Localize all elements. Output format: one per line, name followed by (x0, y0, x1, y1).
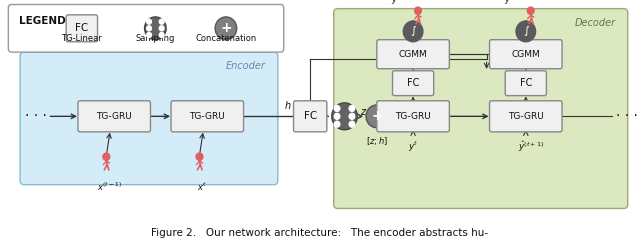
Circle shape (159, 33, 164, 37)
FancyBboxPatch shape (8, 5, 284, 52)
FancyBboxPatch shape (377, 40, 449, 69)
Circle shape (349, 121, 355, 127)
Circle shape (332, 103, 357, 130)
Text: FC: FC (76, 23, 88, 33)
Text: $\hat{y}^{(t+2)}$: $\hat{y}^{(t+2)}$ (504, 0, 528, 7)
Text: z: z (360, 107, 365, 117)
FancyBboxPatch shape (20, 52, 278, 185)
Text: h: h (284, 101, 291, 111)
FancyBboxPatch shape (66, 15, 97, 42)
FancyBboxPatch shape (294, 101, 327, 132)
FancyBboxPatch shape (490, 101, 562, 132)
Text: +: + (220, 21, 232, 35)
FancyBboxPatch shape (377, 101, 449, 132)
Circle shape (147, 33, 152, 37)
Text: FC: FC (407, 78, 419, 88)
Circle shape (349, 105, 355, 111)
Circle shape (403, 21, 423, 42)
Circle shape (159, 19, 164, 24)
Circle shape (159, 26, 164, 31)
Text: ∫: ∫ (410, 26, 416, 36)
Text: Concatenation: Concatenation (195, 34, 257, 43)
Circle shape (196, 153, 203, 160)
Text: · · ·: · · · (616, 109, 638, 123)
Circle shape (147, 19, 152, 24)
Text: ∫: ∫ (523, 26, 529, 36)
Text: TG-Linear: TG-Linear (61, 34, 102, 43)
Text: · · ·: · · · (25, 109, 47, 123)
Text: $x^{t}$: $x^{t}$ (197, 181, 207, 193)
FancyBboxPatch shape (171, 101, 244, 132)
Text: Decoder: Decoder (575, 18, 616, 28)
Circle shape (215, 17, 237, 40)
Text: $p(z \mid x)$: $p(z \mid x)$ (382, 43, 415, 56)
FancyBboxPatch shape (392, 71, 434, 95)
Text: +: + (371, 109, 383, 123)
Circle shape (334, 121, 340, 127)
Text: CGMM: CGMM (399, 50, 428, 59)
Circle shape (366, 105, 388, 128)
Text: $x^{(t-1)}$: $x^{(t-1)}$ (97, 181, 122, 193)
Text: FC: FC (520, 78, 532, 88)
Text: TG-GRU: TG-GRU (396, 112, 431, 121)
Circle shape (516, 21, 536, 42)
Text: Encoder: Encoder (226, 61, 266, 71)
Text: Figure 2.   Our network architecture:   The encoder abstracts hu-: Figure 2. Our network architecture: The … (152, 228, 488, 238)
Circle shape (334, 113, 340, 119)
Text: $\hat{y}^{(t+1)}$: $\hat{y}^{(t+1)}$ (518, 139, 544, 154)
Text: TG-GRU: TG-GRU (508, 112, 543, 121)
Circle shape (103, 153, 110, 160)
FancyBboxPatch shape (490, 40, 562, 69)
FancyBboxPatch shape (78, 101, 150, 132)
Text: TG-GRU: TG-GRU (189, 112, 225, 121)
Circle shape (334, 105, 340, 111)
Text: $y^t$: $y^t$ (408, 139, 419, 154)
Circle shape (147, 26, 152, 31)
Circle shape (145, 17, 166, 40)
Text: FC: FC (303, 111, 317, 121)
Text: LEGEND: LEGEND (19, 16, 66, 26)
FancyBboxPatch shape (333, 9, 628, 208)
Text: TG-GRU: TG-GRU (97, 112, 132, 121)
Circle shape (349, 113, 355, 119)
FancyBboxPatch shape (505, 71, 547, 95)
Text: Sampling: Sampling (136, 34, 175, 43)
Text: $\hat{y}^{(t+1)}$: $\hat{y}^{(t+1)}$ (391, 0, 415, 7)
Circle shape (527, 7, 534, 14)
Text: $[z; h]$: $[z; h]$ (366, 135, 388, 147)
Circle shape (415, 7, 421, 14)
Text: CGMM: CGMM (511, 50, 540, 59)
